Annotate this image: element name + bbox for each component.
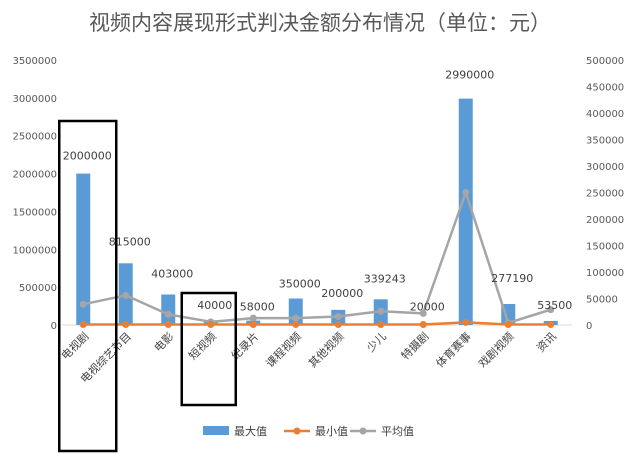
series-point (249, 314, 257, 322)
series-point (334, 320, 342, 328)
series-point (419, 309, 427, 317)
y-right-tick-label: 450000 (586, 83, 624, 94)
series-point (377, 307, 385, 315)
y-right-tick-label: 500000 (586, 56, 624, 67)
y-left-tick-label: 1500000 (12, 207, 57, 218)
category-label: 短视频 (186, 329, 219, 362)
data-label: 200000 (321, 287, 363, 300)
y-right-tick-label: 400000 (586, 109, 624, 120)
series-point (79, 300, 87, 308)
chart-title: 视频内容展现形式判决金额分布情况（单位：元） (89, 11, 551, 35)
category-label: 课程视频 (263, 329, 304, 370)
y-left-tick-label: 500000 (19, 283, 57, 294)
bar (161, 294, 176, 325)
legend-label: 最小值 (315, 425, 348, 438)
legend: 最大值 最小值 平均值 (203, 424, 414, 438)
y-left-tick-label: 3500000 (12, 56, 57, 67)
series-point (462, 318, 470, 326)
bar (458, 98, 473, 325)
data-label: 350000 (279, 278, 321, 291)
data-label: 2990000 (445, 69, 494, 82)
data-label: 20000 (410, 300, 445, 313)
y-left-tick-label: 3000000 (12, 94, 57, 105)
series-point (207, 320, 215, 328)
category-label: 电影 (152, 330, 177, 355)
y-right-tick-label: 150000 (586, 242, 624, 253)
series-point (377, 320, 385, 328)
series-point (292, 314, 300, 322)
y-right-tick-label: 50000 (586, 295, 618, 306)
category-label: 体育赛事 (433, 329, 474, 370)
y-right-tick-label: 200000 (586, 215, 624, 226)
y-right-tick-label: 350000 (586, 136, 624, 147)
annotation-box (58, 119, 118, 453)
y-left-tick-label: 0 (51, 321, 57, 332)
category-label: 戏剧视频 (475, 329, 516, 370)
data-label: 277190 (491, 272, 533, 285)
y-left-tick-label: 2000000 (12, 170, 57, 181)
series-point (164, 320, 172, 328)
series-point (292, 320, 300, 328)
data-label: 53500 (537, 299, 572, 312)
category-label: 其他视频 (305, 329, 346, 370)
data-label: 339243 (364, 272, 406, 285)
category-label: 少儿 (364, 330, 389, 355)
legend-marker (359, 427, 367, 435)
category-label: 资讯 (534, 330, 559, 355)
series-point (122, 320, 130, 328)
y-right-tick-label: 0 (586, 321, 592, 332)
series-point (547, 320, 555, 328)
series-point (249, 320, 257, 328)
series-point (334, 313, 342, 321)
series-point (79, 320, 87, 328)
category-label: 电视剧 (58, 329, 91, 362)
series-line (83, 321, 551, 326)
data-label: 815000 (109, 235, 151, 248)
legend-label: 最大值 (234, 424, 267, 438)
data-label: 403000 (151, 267, 193, 280)
data-label: 40000 (197, 299, 232, 312)
y-left-tick-label: 2500000 (12, 132, 57, 143)
y-right-tick-label: 100000 (586, 268, 624, 279)
category-label: 特摄剧 (398, 329, 431, 362)
annotation-box (180, 291, 237, 407)
legend-swatch (203, 426, 229, 435)
series-point (462, 189, 470, 196)
bar (76, 173, 91, 325)
series-point (547, 306, 555, 314)
series-point (164, 310, 172, 318)
legend-marker (293, 427, 301, 435)
y-left-tick-label: 1000000 (12, 245, 57, 256)
y-right-tick-label: 250000 (586, 189, 624, 200)
data-label: 58000 (240, 301, 275, 314)
series-line (82, 191, 552, 325)
series-point (504, 320, 512, 328)
y-right-tick-label: 300000 (586, 162, 624, 173)
series-point (419, 320, 427, 328)
data-label: 2000000 (63, 150, 112, 163)
legend-label: 平均值 (381, 425, 414, 438)
series-point (122, 291, 130, 299)
category-label: 纪录片 (229, 330, 262, 363)
